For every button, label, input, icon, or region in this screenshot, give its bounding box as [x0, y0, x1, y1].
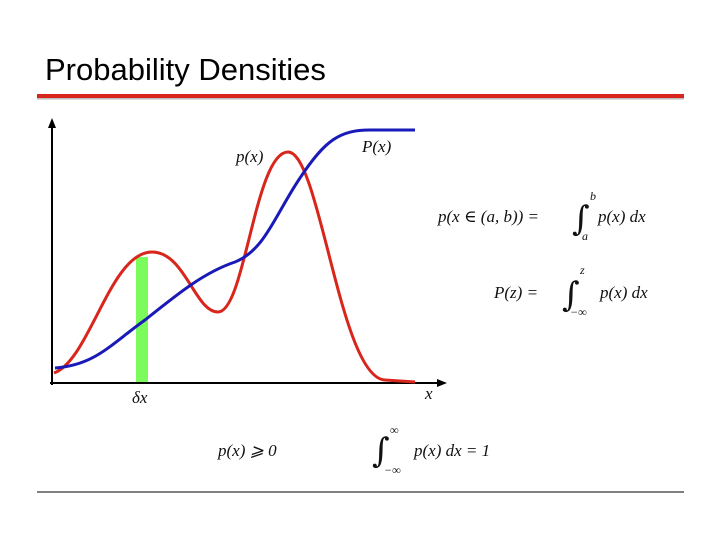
x-label: x: [424, 384, 433, 403]
equation: p(x) ⩾ 0: [217, 441, 277, 460]
lower-limit: −∞: [384, 463, 401, 477]
integral-sign: ∫: [562, 275, 580, 315]
dx-label: δx: [132, 388, 148, 407]
x-arrow: [437, 379, 447, 387]
equation: P(z) = ∫ z −∞ p(x) dx: [493, 263, 648, 319]
integrand: p(x) dx: [597, 207, 646, 226]
integrand: p(x) dx = 1: [413, 441, 490, 460]
delta-strip: [136, 257, 148, 383]
figure: p(x) P(x) δx x: [48, 118, 447, 407]
y-arrow: [48, 118, 56, 128]
px-label: p(x): [235, 147, 264, 166]
integral-sign: ∫: [372, 431, 390, 471]
cumulative-curve: [54, 128, 415, 370]
equation-lhs: p(x ∈ (a, b)) =: [437, 207, 539, 226]
Px-label: P(x): [361, 137, 392, 156]
integrand: p(x) dx: [599, 283, 648, 302]
slide-title: Probability Densities: [45, 52, 326, 87]
integral-sign: ∫: [572, 199, 590, 239]
density-curve: [53, 150, 416, 384]
equation: p(x ∈ (a, b)) = ∫ b a p(x) dx: [437, 189, 646, 243]
equation: ∫ ∞ −∞ p(x) dx = 1: [372, 423, 490, 477]
lower-limit: a: [582, 229, 588, 243]
upper-limit: b: [590, 189, 596, 203]
lower-limit: −∞: [570, 305, 587, 319]
upper-limit: z: [579, 263, 585, 277]
equation-text: p(x) ⩾ 0: [217, 441, 277, 460]
upper-limit: ∞: [390, 423, 399, 437]
equation-lhs: P(z) =: [493, 283, 538, 302]
